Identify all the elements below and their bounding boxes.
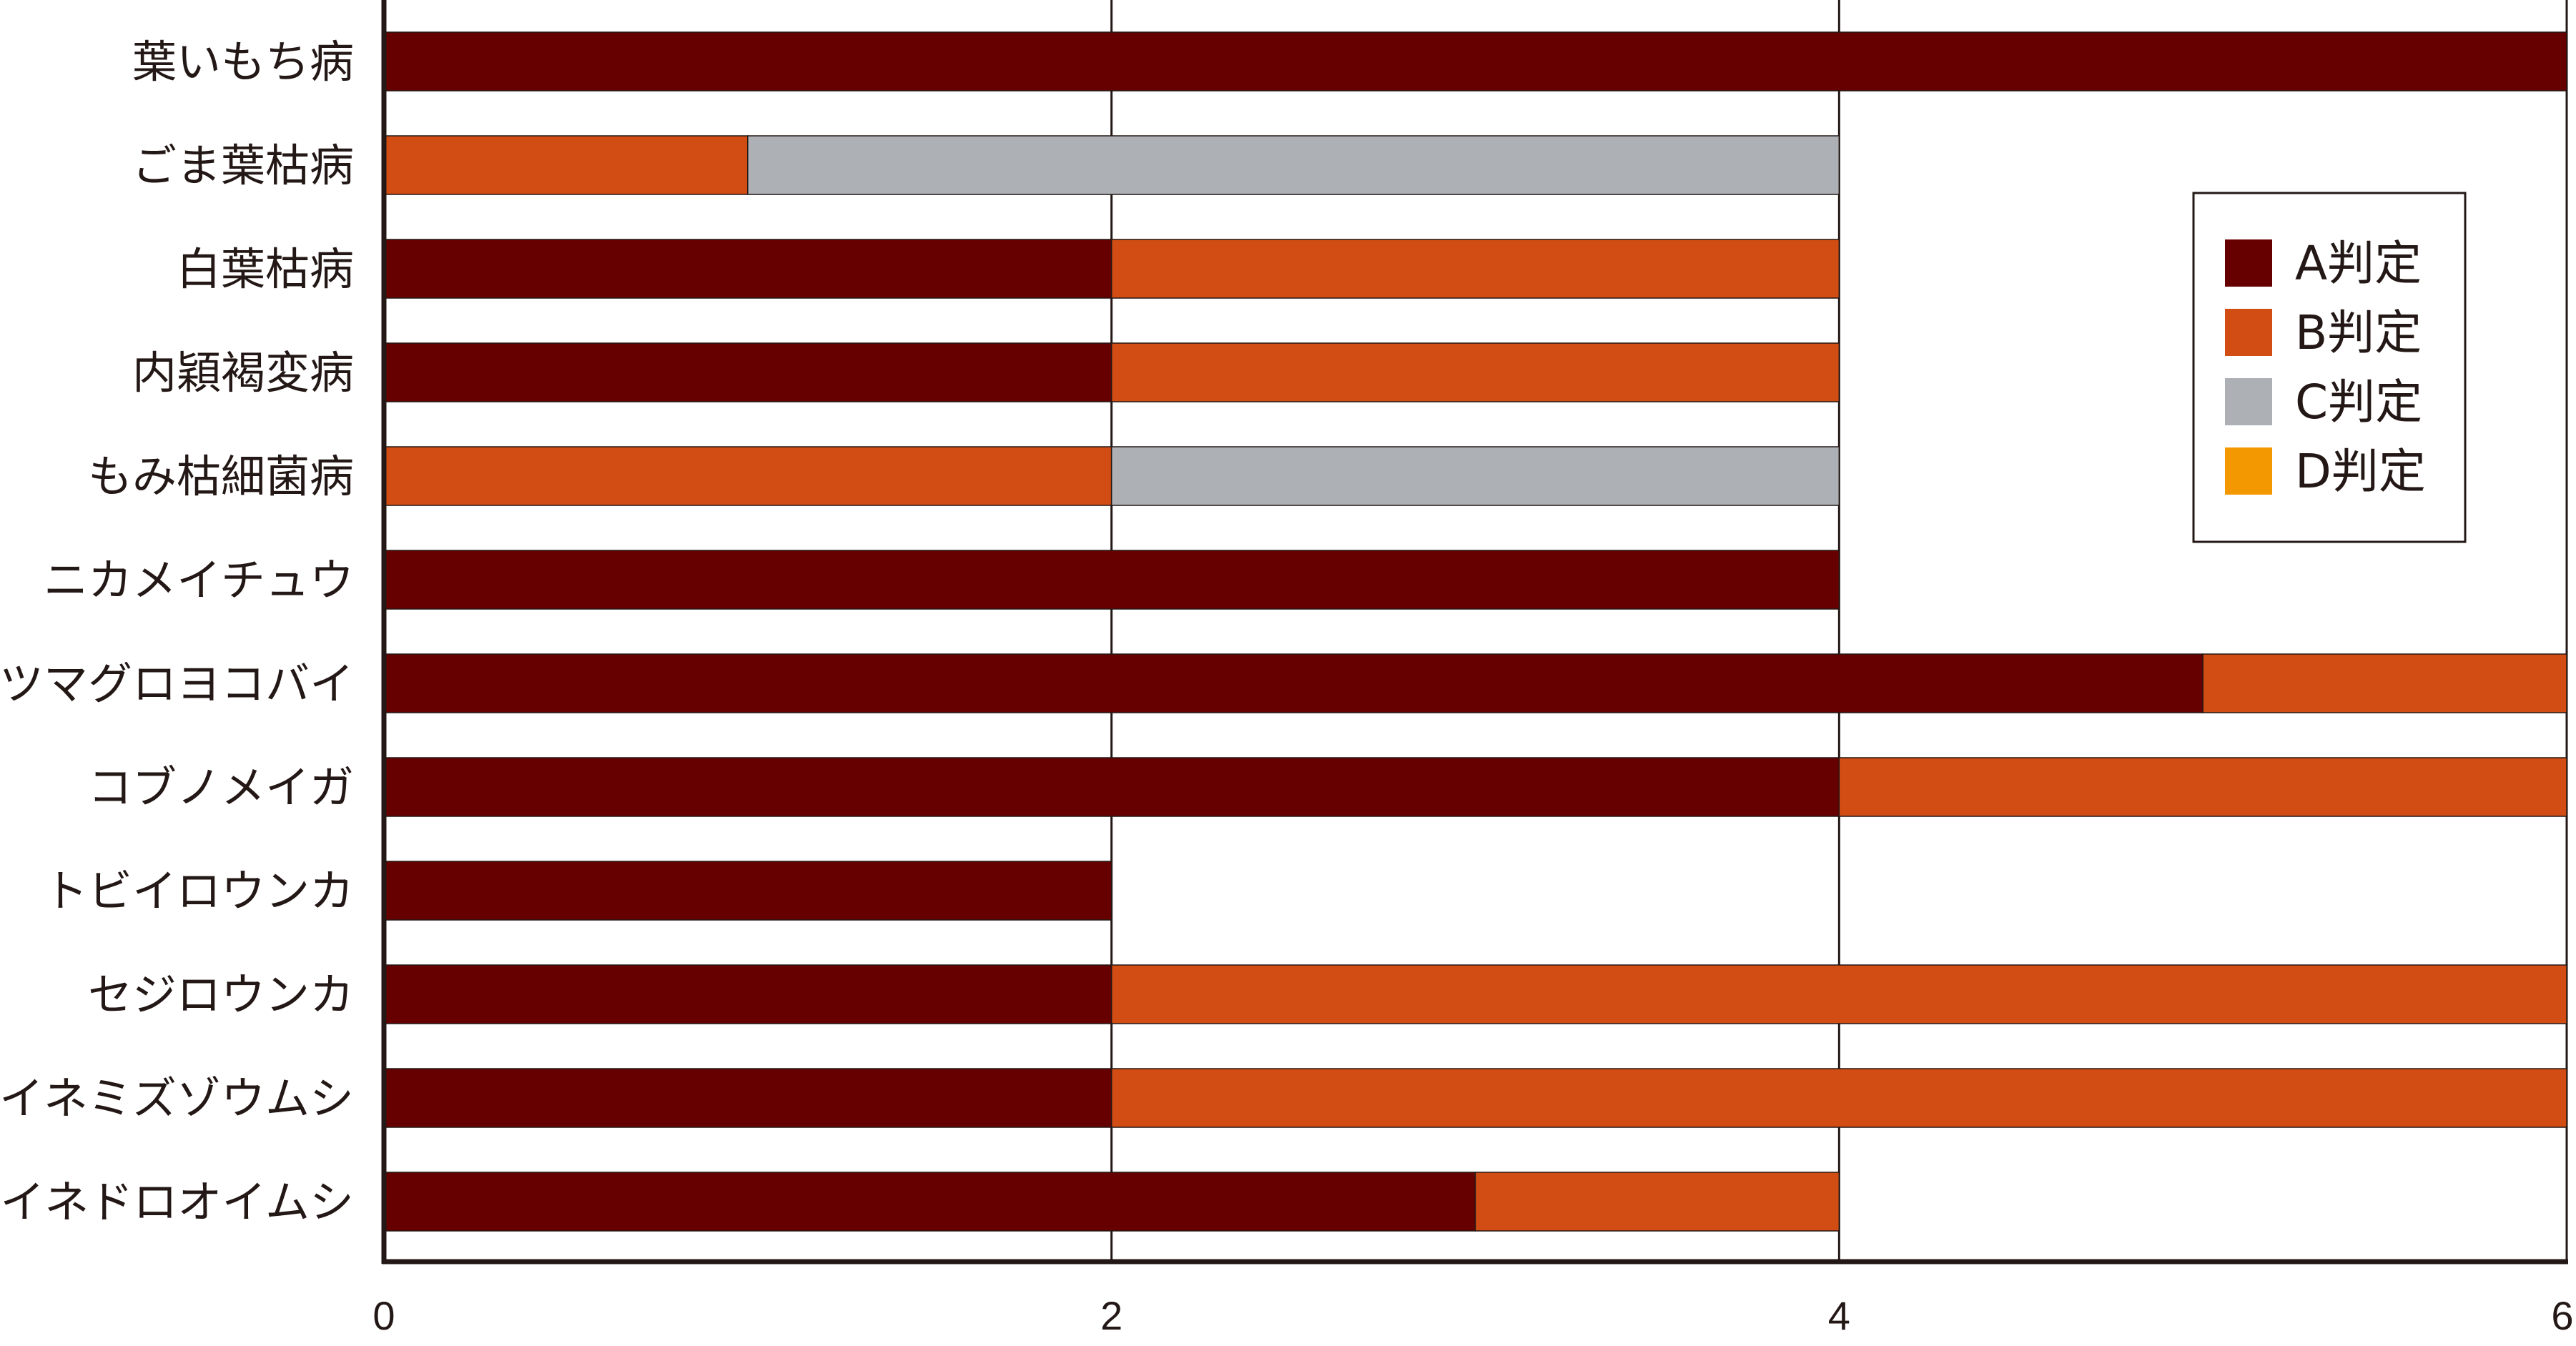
category-label: 葉いもち病 <box>132 36 354 88</box>
bars <box>383 31 2567 1232</box>
x-tick-labels: 0 2 4 6 <box>372 1293 2573 1338</box>
category-label: ツマグロヨコバイ <box>0 658 354 710</box>
bar-segment <box>1110 239 1840 299</box>
legend-label: C判定 <box>2295 375 2422 430</box>
axes <box>381 0 2568 1265</box>
x-tick-label: 4 <box>1828 1293 1850 1338</box>
category-label: 白葉枯病 <box>177 243 354 295</box>
legend-swatch <box>2225 378 2272 425</box>
bar-segment <box>383 342 1112 402</box>
bar-segment <box>383 550 1840 610</box>
bar-segment <box>383 757 1840 817</box>
x-tick-label: 6 <box>2551 1293 2573 1338</box>
bar-segment <box>1474 1172 1840 1232</box>
category-label: イネドロオイムシ <box>0 1176 354 1228</box>
legend-swatch <box>2225 309 2272 356</box>
x-tick-label: 2 <box>1100 1293 1122 1338</box>
category-labels: 葉いもち病ごま葉枯病白葉枯病内穎褐変病もみ枯細菌病ニカメイチュウツマグロヨコバイ… <box>0 36 354 1228</box>
bar-segment <box>383 135 749 195</box>
bar-segment <box>383 861 1112 921</box>
bar-segment <box>1838 757 2567 817</box>
bar-segment <box>747 135 1840 195</box>
category-label: セジロウンカ <box>88 969 354 1021</box>
bar-segment <box>383 1172 1476 1232</box>
legend-label: D判定 <box>2295 444 2426 499</box>
category-label: コブノメイガ <box>88 761 354 813</box>
grid-lines <box>1110 0 2568 1262</box>
category-label: もみ枯細菌病 <box>88 450 354 503</box>
bar-segment <box>2202 653 2567 713</box>
category-label: ニカメイチュウ <box>44 554 354 606</box>
bar-segment <box>1110 342 1840 402</box>
legend-label: A判定 <box>2295 236 2422 291</box>
bar-segment <box>383 446 1112 506</box>
bar-segment <box>383 239 1112 299</box>
bar-segment <box>383 964 1112 1024</box>
bar-segment <box>1110 446 1840 506</box>
bar-segment <box>383 31 2567 91</box>
bar-segment <box>383 1068 1112 1128</box>
legend-swatch <box>2225 447 2272 495</box>
legend-label: B判定 <box>2295 305 2422 360</box>
category-label: 内穎褐変病 <box>132 347 354 399</box>
bar-segment <box>383 653 2204 713</box>
category-label: トビイロウンカ <box>44 865 354 917</box>
legend-swatch <box>2225 239 2272 287</box>
bar-segment <box>1110 964 2567 1024</box>
x-tick-label: 0 <box>372 1293 395 1338</box>
category-label: ごま葉枯病 <box>132 139 354 192</box>
legend: A判定 B判定 C判定 D判定 <box>2192 192 2467 543</box>
bar-segment <box>1110 1068 2567 1128</box>
category-label: イネミズゾウムシ <box>0 1072 354 1124</box>
